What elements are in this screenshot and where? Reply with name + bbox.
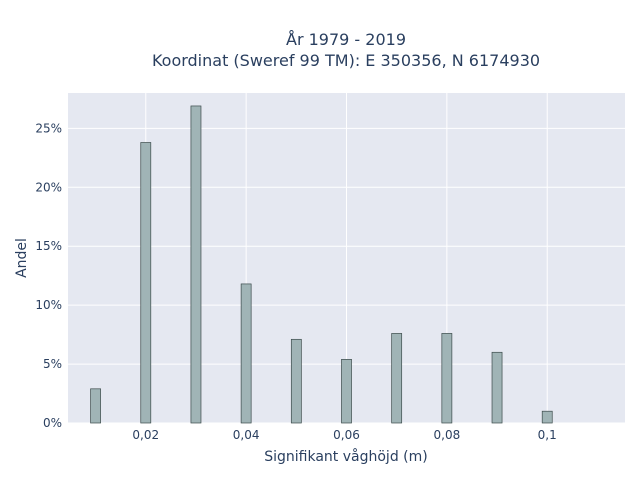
y-tick-label: 25% xyxy=(35,121,62,135)
x-axis-ticks: 0,02 0,04 0,06 0,08 0,1 xyxy=(132,428,556,442)
bar xyxy=(441,333,453,424)
x-tick-label: 0,06 xyxy=(333,428,360,442)
x-tick-label: 0,1 xyxy=(538,428,557,442)
grid-lines xyxy=(68,93,625,424)
y-tick-label: 0% xyxy=(43,416,62,430)
bar xyxy=(140,142,152,424)
x-tick-label: 0,02 xyxy=(132,428,159,442)
y-tick-label: 20% xyxy=(35,180,62,194)
x-axis-title: Signifikant våghöjd (m) xyxy=(264,448,427,465)
x-tick-label: 0,04 xyxy=(233,428,260,442)
chart-title: År 1979 - 2019 xyxy=(286,30,406,49)
y-tick-label: 15% xyxy=(35,239,62,253)
y-tick-label: 10% xyxy=(35,298,62,312)
bar xyxy=(190,105,202,424)
bar xyxy=(290,338,302,424)
x-tick-label: 0,08 xyxy=(434,428,461,442)
y-tick-label: 5% xyxy=(43,357,62,371)
chart-subtitle: Koordinat (Sweref 99 TM): E 350356, N 61… xyxy=(152,51,540,70)
bar xyxy=(491,351,503,424)
bars xyxy=(90,105,553,424)
y-axis-ticks: 0% 5% 10% 15% 20% 25% xyxy=(35,121,62,430)
bar xyxy=(90,388,101,424)
bar xyxy=(341,359,352,424)
y-axis-title: Andel xyxy=(14,238,30,278)
bar xyxy=(541,410,553,424)
bar xyxy=(391,333,403,424)
bar xyxy=(240,283,252,424)
